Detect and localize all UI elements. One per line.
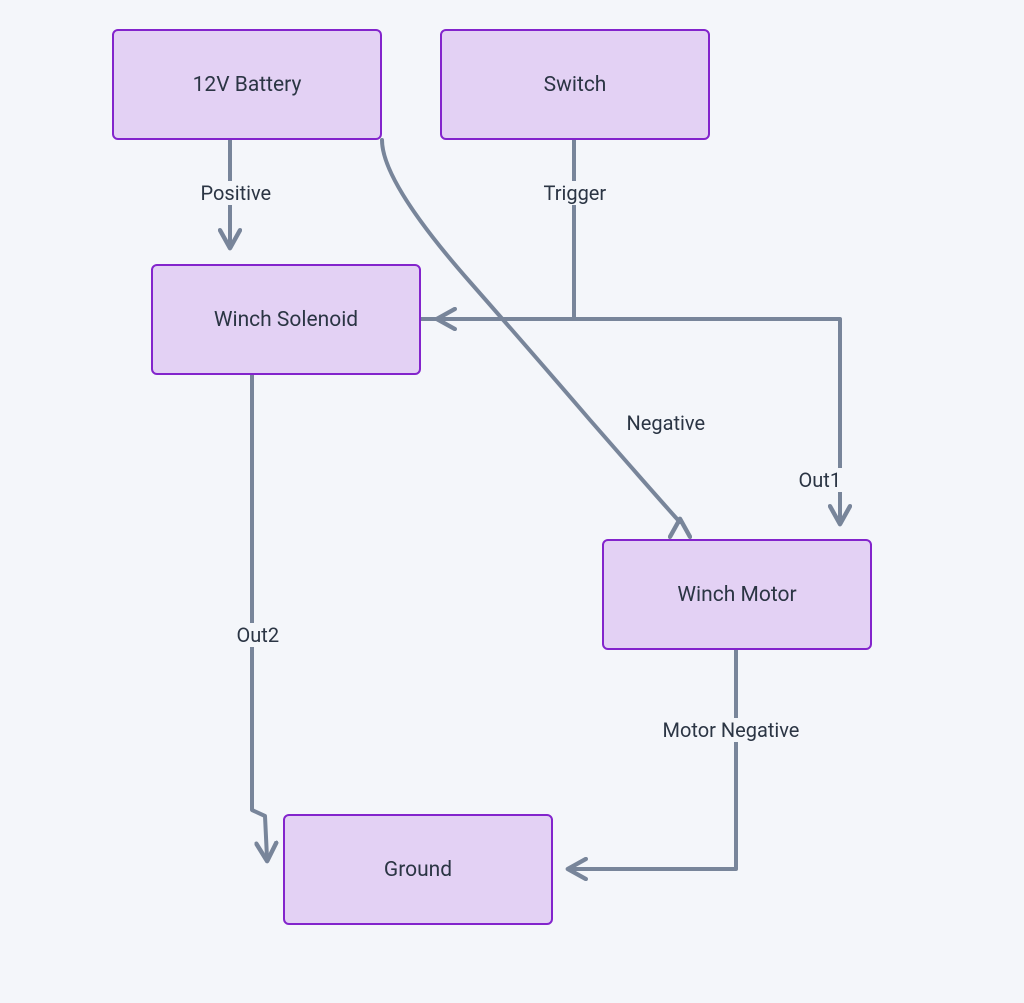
- node-label-solenoid: Winch Solenoid: [214, 308, 358, 332]
- node-solenoid: Winch Solenoid: [151, 264, 421, 375]
- diagram-canvas: 12V Battery Switch Winch Solenoid Winch Mot…: [0, 0, 1024, 1003]
- edge-label-negative: Negative: [623, 411, 710, 435]
- edge-trigger: [440, 140, 574, 319]
- node-label-ground: Ground: [384, 858, 452, 882]
- node-motor: Winch Motor: [602, 539, 872, 650]
- edge-negative: [382, 140, 680, 522]
- edge-motor-neg: [571, 650, 736, 869]
- node-battery: 12V Battery: [112, 29, 382, 140]
- edge-label-trigger: Trigger: [540, 181, 611, 205]
- edge-out2: [252, 375, 267, 858]
- edge-label-positive: Positive: [197, 181, 276, 205]
- node-label-motor: Winch Motor: [677, 583, 796, 607]
- edge-label-out1: Out1: [795, 468, 846, 492]
- node-label-switch: Switch: [544, 73, 607, 97]
- node-ground: Ground: [283, 814, 553, 925]
- edge-label-out2: Out2: [233, 623, 284, 647]
- node-label-battery: 12V Battery: [193, 73, 302, 97]
- node-switch: Switch: [440, 29, 710, 140]
- edge-label-motor-neg: Motor Negative: [659, 718, 804, 742]
